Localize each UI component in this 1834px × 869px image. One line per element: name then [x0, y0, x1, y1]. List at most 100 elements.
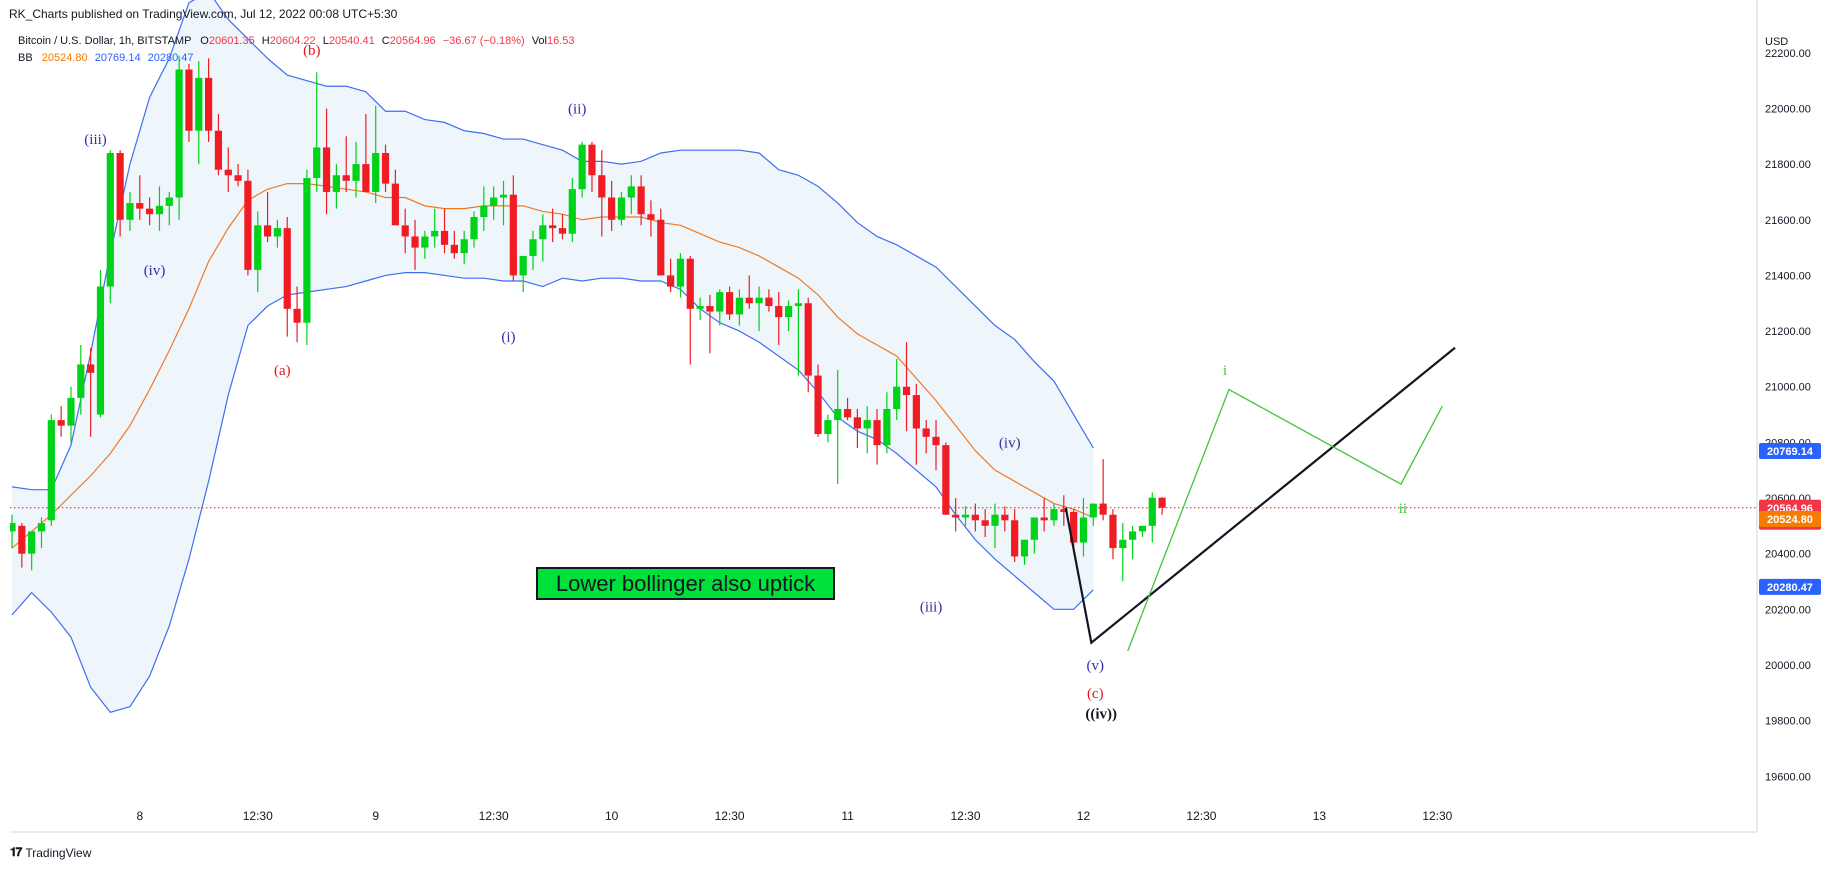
candle-body	[67, 397, 75, 426]
candle-body	[519, 255, 527, 276]
candle-body	[214, 130, 223, 170]
bollinger-legend[interactable]: BB 20524.80 20769.14 20280.47	[18, 52, 194, 64]
candle-body	[834, 408, 842, 421]
candle-body	[578, 144, 586, 190]
candle-body	[893, 386, 901, 409]
wave-label: ((iv))	[1085, 707, 1117, 723]
candle-body	[381, 152, 390, 184]
currency-label: USD	[1765, 36, 1788, 48]
candle-body	[254, 225, 262, 270]
candle-body	[372, 152, 380, 192]
candle-body	[539, 225, 547, 240]
candle-body	[480, 205, 488, 217]
wave-label: (c)	[1087, 686, 1104, 702]
candle-body	[499, 194, 508, 198]
candle-body	[77, 364, 85, 398]
bb-upper-value: 20769.14	[94, 52, 141, 64]
candle-body	[509, 194, 517, 276]
candle-body	[932, 436, 940, 446]
symbol-legend[interactable]: Bitcoin / U.S. Dollar, 1h, BITSTAMP O206…	[18, 35, 575, 47]
close-label: C	[381, 35, 390, 47]
candle-body	[391, 183, 399, 226]
candle-body	[155, 205, 164, 215]
candle-body	[853, 417, 861, 429]
candle-body	[28, 531, 36, 554]
candle-body	[460, 239, 468, 254]
candle-body	[843, 408, 852, 418]
candle-body	[1070, 511, 1078, 543]
candle-body	[165, 197, 173, 206]
x-tick-label: 10	[605, 809, 619, 823]
candle-body	[961, 514, 970, 518]
candle-body	[411, 236, 419, 248]
candle-body	[804, 303, 812, 376]
candle-body	[1158, 497, 1166, 508]
wave-label: i	[1223, 363, 1227, 379]
candle-body	[352, 164, 360, 181]
projection-path-black	[1064, 346, 1456, 645]
low-label: L	[322, 35, 329, 47]
candle-body	[205, 77, 213, 131]
candle-body	[342, 175, 350, 181]
low-value: 20540.41	[328, 35, 375, 47]
candle-body	[1148, 497, 1156, 526]
x-tick-label: 12:30	[1186, 809, 1216, 823]
candle-body	[716, 292, 724, 312]
candle-body	[676, 258, 685, 287]
candle-body	[1129, 531, 1137, 540]
candle-body	[598, 175, 606, 198]
candle-body	[637, 186, 645, 215]
candle-body	[57, 420, 65, 426]
candle-body	[421, 236, 429, 248]
wave-label: (iv)	[144, 263, 166, 279]
bb-basis-value: 20524.80	[41, 52, 88, 64]
candle-body	[971, 514, 979, 521]
candle-body	[667, 275, 675, 287]
candle-body	[617, 197, 626, 220]
x-tick-label: 12:30	[715, 809, 745, 823]
candle-body	[696, 306, 704, 309]
candle-body	[873, 420, 881, 446]
wave-label: (iii)	[84, 132, 107, 148]
open-label: O	[200, 35, 209, 47]
published-by-line: RK_Charts published on TradingView.com, …	[9, 7, 398, 21]
candle-body	[431, 230, 439, 237]
price-axis-tag	[1759, 442, 1821, 459]
candle-body	[146, 208, 154, 215]
candle-body	[362, 164, 370, 192]
wave-label: (v)	[1087, 658, 1105, 674]
candle-body	[1011, 520, 1019, 557]
x-tick-label: 13	[1313, 809, 1327, 823]
y-tick-label: 21400.00	[1765, 270, 1811, 282]
candle-body	[116, 152, 124, 220]
x-tick-label: 12:30	[479, 809, 509, 823]
candle-body	[627, 186, 635, 198]
candle-body	[10, 523, 16, 532]
y-tick-label: 22200.00	[1765, 48, 1811, 60]
volume-label: Vol	[531, 35, 547, 47]
y-tick-label: 22000.00	[1765, 103, 1811, 115]
tradingview-logo-icon: 𝟏𝟕	[10, 845, 22, 859]
candle-body	[981, 520, 989, 526]
candle-body	[332, 175, 340, 192]
candle-body	[942, 445, 950, 515]
price-axis-tag-text: 20280.47	[1767, 582, 1813, 594]
candle-body	[991, 514, 999, 526]
candle-body	[87, 364, 95, 373]
footer-brand[interactable]: 𝟏𝟕 TradingView	[10, 845, 91, 860]
y-tick-label: 21800.00	[1765, 159, 1811, 171]
candle-body	[1109, 514, 1117, 549]
symbol-name: Bitcoin / U.S. Dollar, 1h, BITSTAMP	[18, 35, 192, 47]
candle-body	[283, 228, 291, 309]
candle-body	[529, 239, 537, 256]
wave-label: (a)	[274, 363, 291, 379]
y-tick-label: 20000.00	[1765, 660, 1811, 672]
candle-body	[234, 175, 242, 181]
bb-lower-value: 20280.47	[147, 52, 194, 64]
wave-label: (iii)	[920, 600, 943, 616]
candle-body	[745, 297, 753, 304]
candle-body	[136, 203, 144, 209]
open-value: 20601.35	[208, 35, 255, 47]
candle-body	[224, 169, 232, 176]
